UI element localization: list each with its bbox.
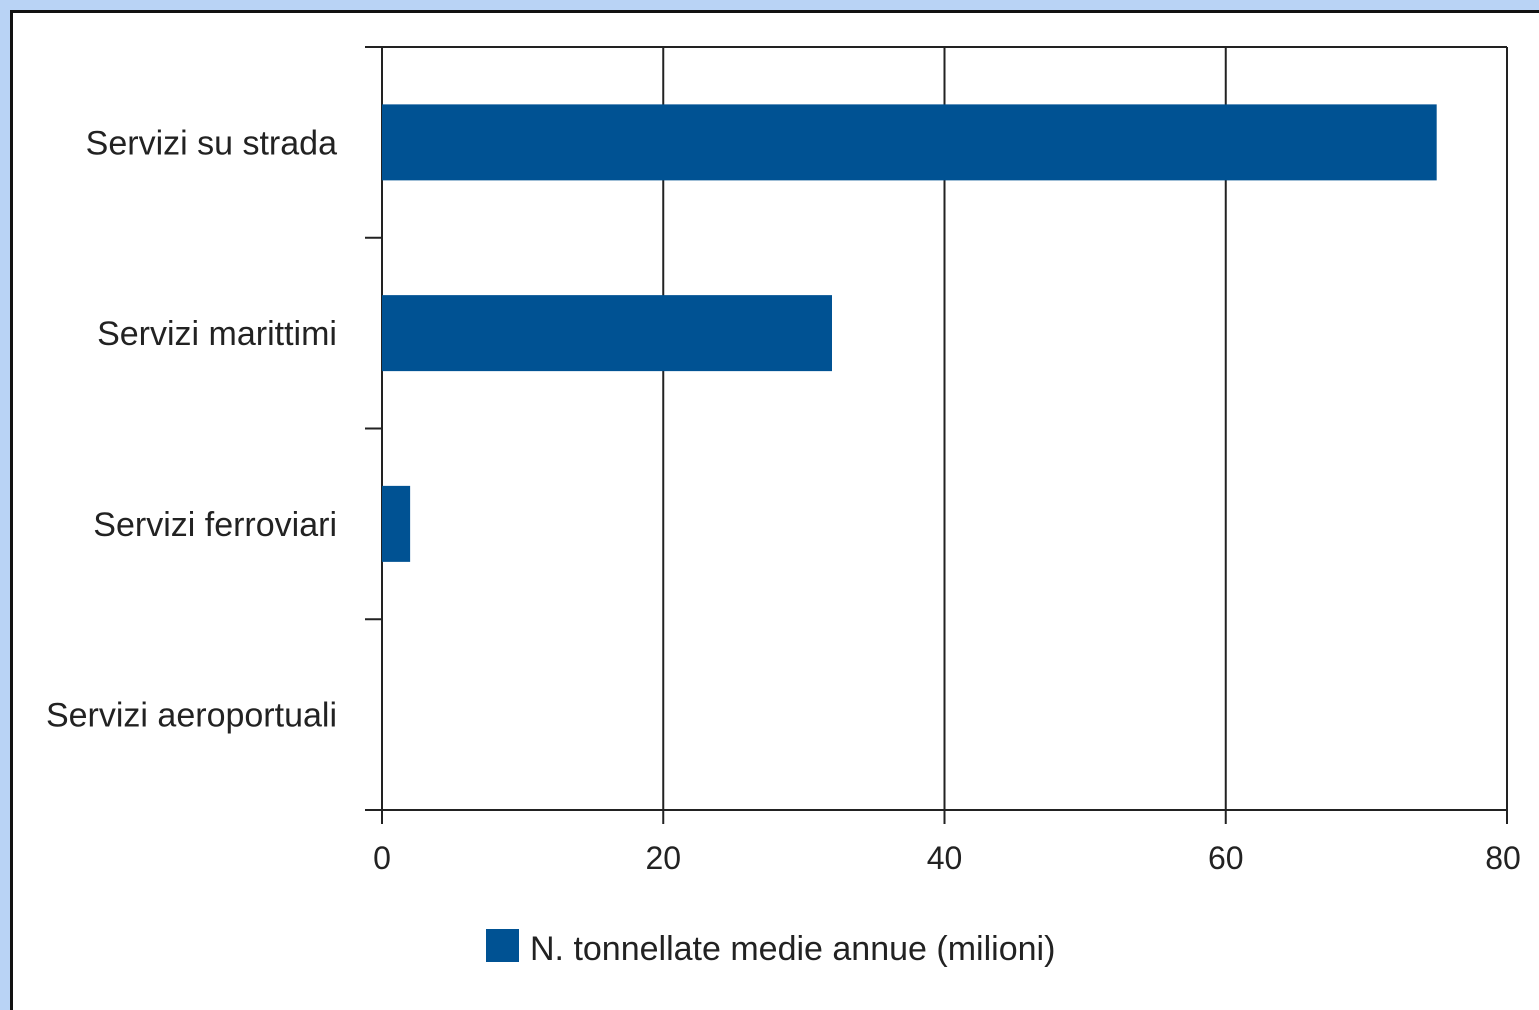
category-label-3: Servizi aeroportuali bbox=[46, 697, 337, 735]
legend-label: N. tonnellate medie annue (milioni) bbox=[530, 930, 1055, 968]
x-tick-label-0: 0 bbox=[373, 840, 391, 876]
x-tick-label-20: 20 bbox=[645, 840, 681, 876]
bar-0 bbox=[382, 104, 1437, 181]
category-label-2: Servizi ferroviari bbox=[93, 506, 337, 544]
bar-1 bbox=[382, 295, 832, 372]
x-tick-label-40: 40 bbox=[927, 840, 963, 876]
legend: N. tonnellate medie annue (milioni) bbox=[486, 929, 1055, 968]
labels: 0 20 40 60 80 Servizi su strada Servizi maritt… bbox=[46, 124, 1521, 876]
x-tick-label-80: 80 bbox=[1485, 840, 1521, 876]
axes bbox=[365, 46, 1507, 811]
bar-2 bbox=[382, 485, 411, 562]
legend-swatch bbox=[486, 929, 519, 962]
category-label-0: Servizi su strada bbox=[86, 124, 337, 162]
bars bbox=[382, 104, 1437, 562]
x-tick-label-60: 60 bbox=[1208, 840, 1244, 876]
category-label-1: Servizi marittimi bbox=[97, 315, 337, 353]
